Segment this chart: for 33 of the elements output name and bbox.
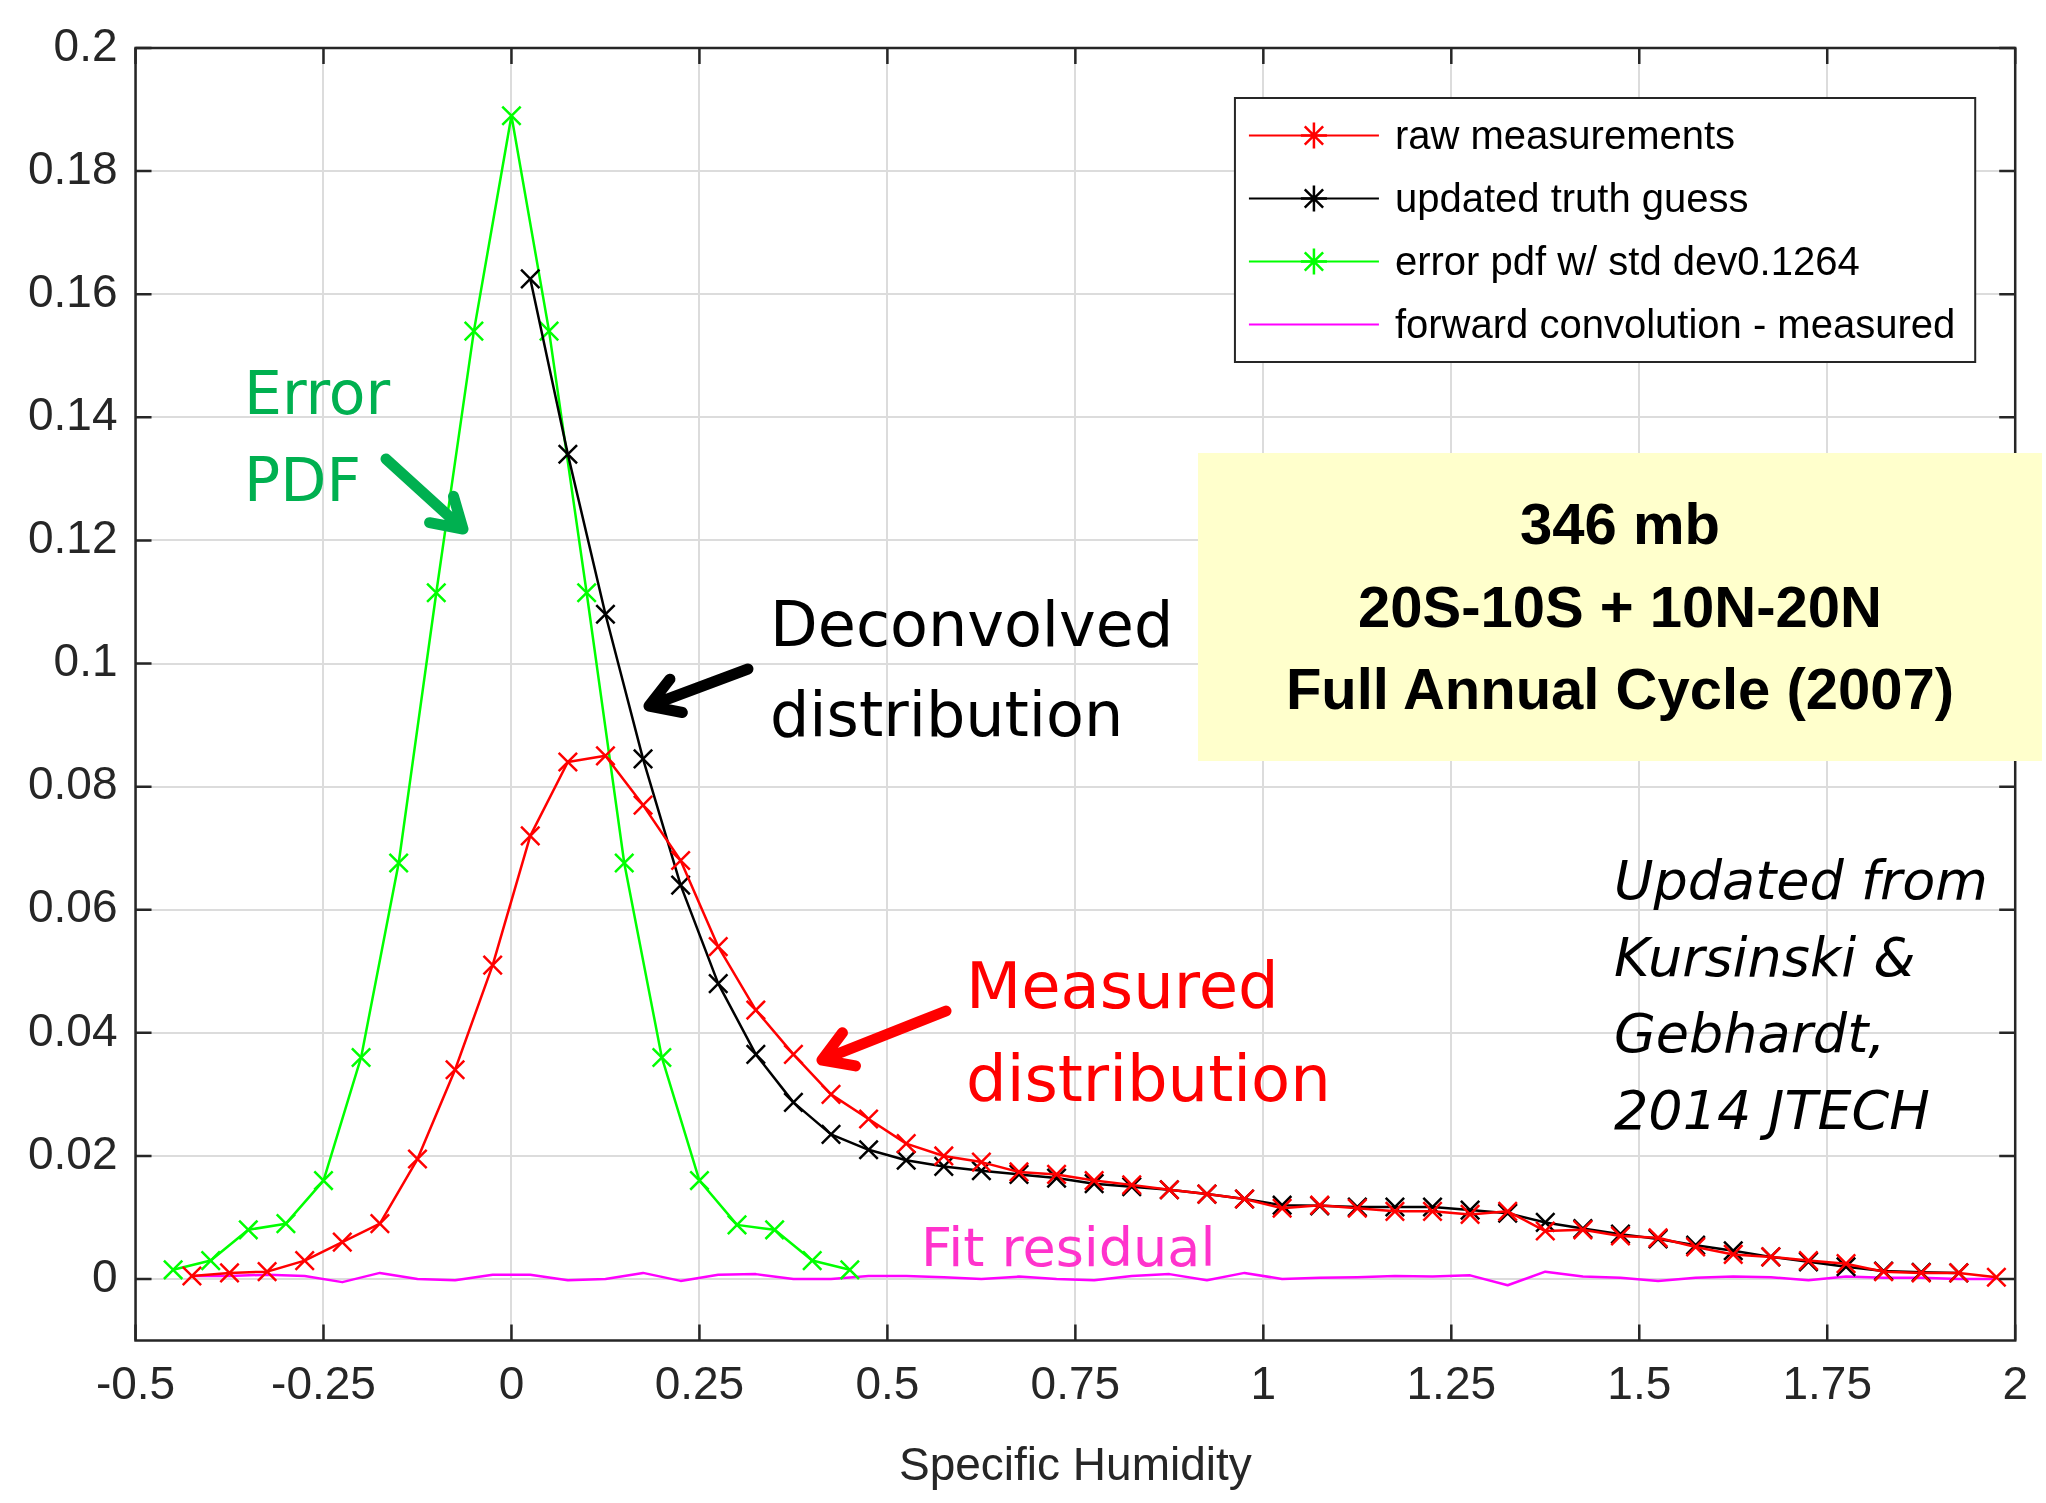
- y-tick-label: 0.16: [28, 264, 118, 317]
- x-tick-label: 1.5: [1607, 1356, 1672, 1409]
- x-tick-label: 0.25: [654, 1356, 745, 1409]
- x-tick-label: 0.5: [855, 1356, 920, 1409]
- y-tick-label: 0.12: [28, 511, 118, 564]
- legend-label: forward convolution - measured: [1394, 301, 1956, 346]
- x-axis-title: Specific Humidity: [898, 1438, 1252, 1491]
- legend-label: updated truth guess: [1394, 175, 1749, 220]
- annotation: Deconvolved distribution: [770, 587, 1174, 753]
- x-tick-label: -0.25: [271, 1356, 376, 1409]
- x-tick-label: -0.5: [95, 1356, 176, 1409]
- legend-label: raw measurements: [1394, 112, 1736, 157]
- y-tick-label: 0.18: [28, 141, 118, 194]
- y-tick-label: 0.08: [28, 757, 118, 810]
- y-tick-label: 0.02: [28, 1126, 118, 1179]
- annotation: Measured distribution: [966, 948, 1331, 1118]
- x-tick-label: 1: [1250, 1356, 1277, 1409]
- x-tick-label: 1.75: [1782, 1356, 1873, 1409]
- annotation: Fit residual: [921, 1216, 1216, 1279]
- y-tick-label: 0.1: [53, 634, 118, 687]
- y-tick-label: 0.04: [28, 1003, 118, 1056]
- annotation: 346 mb 20S-10S + 10N-20N Full Annual Cycle (2007): [1198, 453, 2042, 761]
- y-tick-label: 0.06: [28, 880, 118, 933]
- y-tick-label: 0.14: [28, 388, 118, 440]
- annotation: Error PDF: [244, 357, 391, 517]
- x-tick-label: 0.75: [1030, 1356, 1121, 1409]
- annotation: Updated from Kursinski & Gebhardt, 2014 JTECH: [1614, 848, 1988, 1144]
- legend-label: error pdf w/ std dev0.1264: [1394, 238, 1860, 283]
- x-tick-label: 1.25: [1406, 1356, 1497, 1409]
- x-tick-label: 2: [2002, 1356, 2029, 1409]
- y-tick-label: 0.2: [53, 18, 118, 71]
- y-tick-label: 0: [91, 1249, 118, 1302]
- x-tick-label: 0: [498, 1356, 525, 1409]
